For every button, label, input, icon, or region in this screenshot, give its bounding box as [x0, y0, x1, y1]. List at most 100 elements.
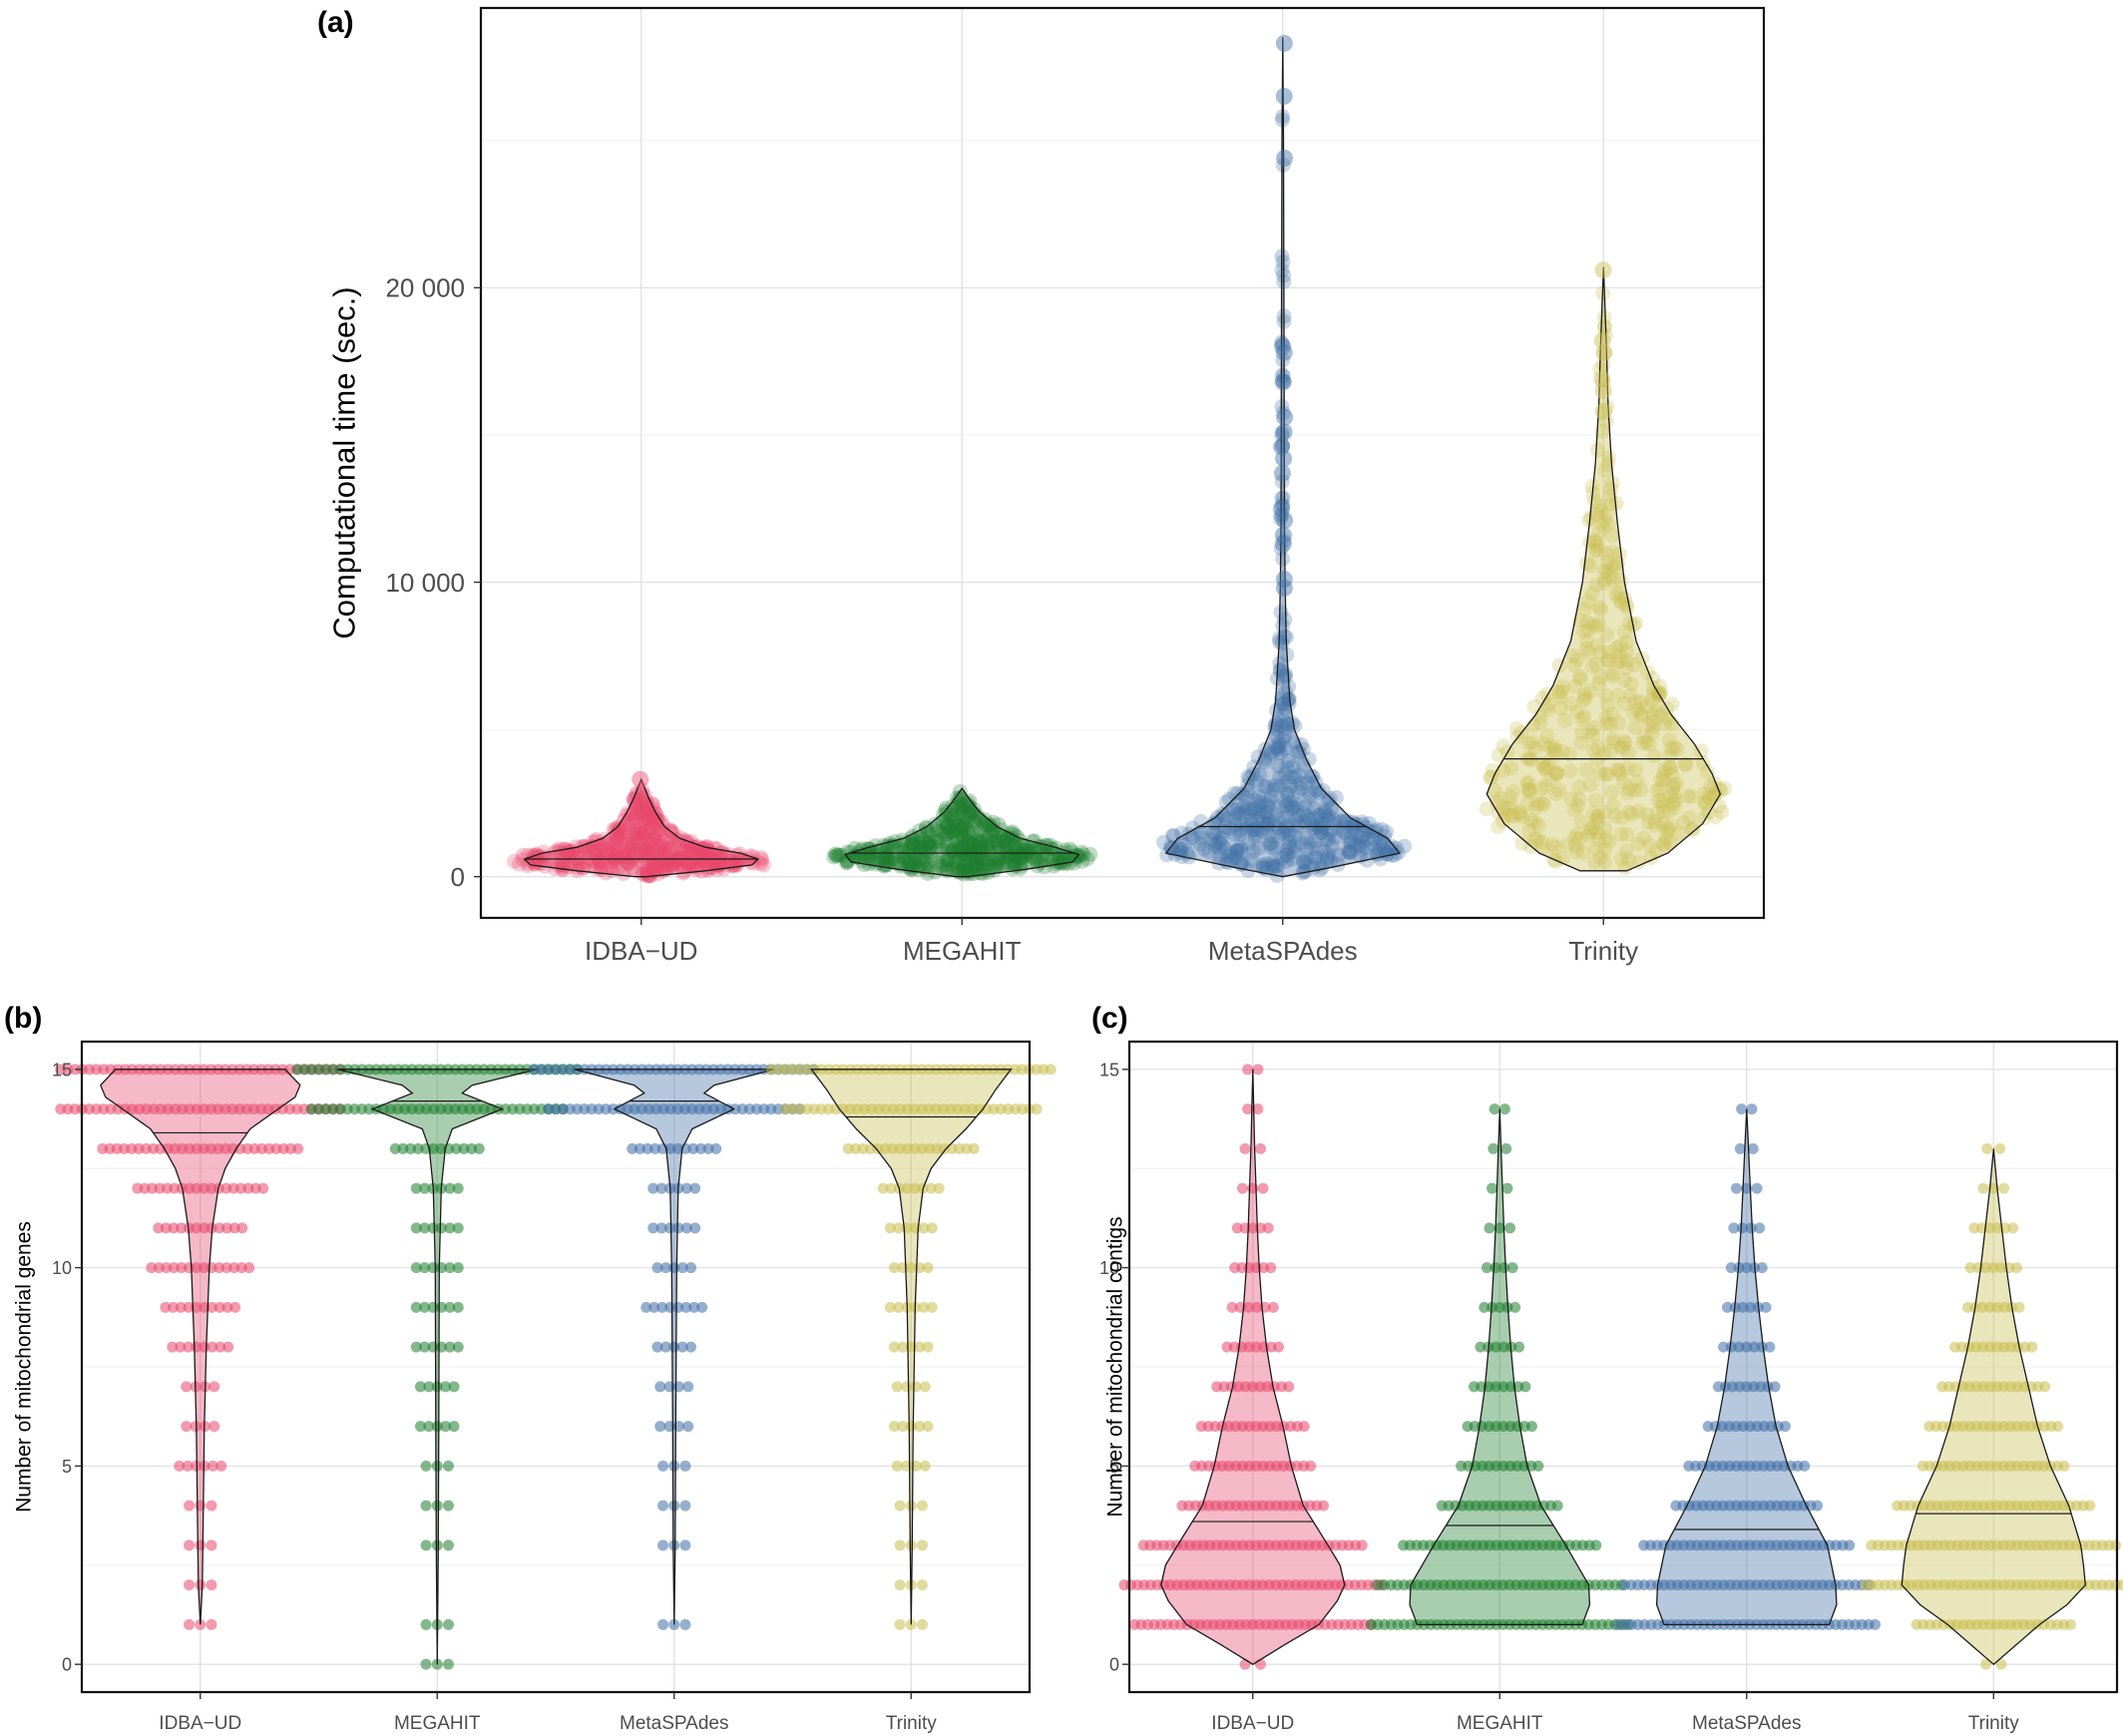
data-point — [1280, 785, 1296, 801]
outlier-point — [1594, 402, 1612, 420]
data-point — [632, 849, 647, 865]
data-point — [968, 861, 984, 877]
data-point — [686, 858, 702, 874]
data-point — [634, 803, 649, 819]
data-point — [644, 838, 660, 854]
data-point — [1222, 820, 1238, 836]
data-point — [679, 1500, 691, 1512]
data-point — [952, 798, 968, 814]
data-point — [940, 817, 956, 833]
data-point — [959, 861, 975, 877]
data-point — [952, 790, 968, 806]
data-point — [1265, 858, 1281, 874]
data-point — [1164, 841, 1180, 857]
data-point — [1279, 848, 1295, 864]
data-point — [981, 837, 997, 853]
data-point — [916, 852, 932, 868]
data-point — [922, 827, 938, 843]
data-point — [1293, 775, 1309, 791]
data-point — [945, 861, 961, 877]
data-point — [1287, 718, 1303, 734]
data-point — [876, 858, 892, 874]
data-point — [955, 839, 971, 855]
data-point — [649, 832, 665, 848]
data-point — [946, 840, 962, 856]
data-point — [839, 853, 855, 869]
data-point — [1229, 842, 1245, 858]
data-point — [945, 813, 961, 829]
data-point — [921, 834, 937, 850]
data-point — [655, 861, 671, 877]
data-point — [1274, 427, 1290, 443]
data-point — [1311, 857, 1327, 873]
data-point — [1020, 843, 1036, 859]
data-point — [977, 861, 993, 877]
x-tick-label: IDBA−UD — [1211, 1713, 1294, 1734]
data-point — [954, 797, 970, 813]
data-point — [680, 845, 696, 861]
data-point — [1321, 808, 1337, 824]
data-point — [690, 848, 706, 864]
data-point — [686, 839, 702, 855]
data-point — [1184, 830, 1200, 846]
data-point — [1268, 777, 1284, 793]
data-point — [1244, 801, 1260, 817]
data-point — [621, 849, 637, 865]
data-point — [552, 841, 568, 857]
data-point — [612, 831, 628, 847]
data-point — [184, 1579, 196, 1591]
data-point — [921, 844, 937, 860]
data-point — [1251, 794, 1267, 810]
data-point — [663, 832, 679, 848]
data-point — [623, 839, 638, 855]
data-point — [994, 829, 1010, 845]
data-point — [964, 836, 980, 852]
outlier-point — [632, 770, 649, 788]
data-point — [1252, 797, 1268, 813]
data-point — [1278, 820, 1294, 836]
data-point — [1270, 758, 1286, 774]
data-point — [943, 810, 959, 826]
data-point — [945, 843, 961, 859]
data-point — [854, 847, 870, 863]
data-point — [1270, 717, 1286, 733]
data-point — [1486, 1182, 1498, 1194]
data-point — [907, 834, 923, 850]
data-point — [442, 1500, 454, 1512]
data-point — [932, 823, 948, 839]
data-point — [933, 858, 949, 874]
x-tick-label: MEGAHIT — [1457, 1713, 1543, 1734]
data-point — [938, 857, 954, 873]
violin-idba-ud — [507, 777, 771, 884]
data-point — [184, 1539, 196, 1551]
data-point — [880, 850, 896, 866]
data-point — [1275, 490, 1291, 506]
data-point — [1333, 813, 1349, 829]
data-point — [573, 858, 589, 874]
data-point — [1327, 829, 1343, 845]
data-point — [919, 1460, 931, 1472]
data-point — [598, 865, 614, 881]
data-point — [632, 821, 647, 837]
data-point — [705, 846, 721, 862]
data-point — [641, 868, 657, 884]
data-point — [604, 846, 620, 862]
data-point — [674, 844, 690, 860]
points-trinity — [1479, 285, 1733, 876]
data-point — [1321, 846, 1337, 862]
data-point — [723, 854, 739, 870]
data-point — [644, 831, 660, 847]
data-point — [934, 842, 950, 858]
data-point — [2026, 1341, 2038, 1353]
data-point — [689, 845, 705, 861]
data-point — [1248, 825, 1264, 841]
data-point — [647, 860, 663, 876]
data-point — [651, 844, 667, 860]
data-point — [1273, 690, 1289, 706]
data-point — [650, 825, 666, 841]
data-point — [605, 853, 621, 869]
data-point — [1271, 799, 1287, 815]
data-point — [597, 831, 613, 847]
data-point — [442, 1539, 454, 1551]
data-point — [925, 851, 941, 867]
